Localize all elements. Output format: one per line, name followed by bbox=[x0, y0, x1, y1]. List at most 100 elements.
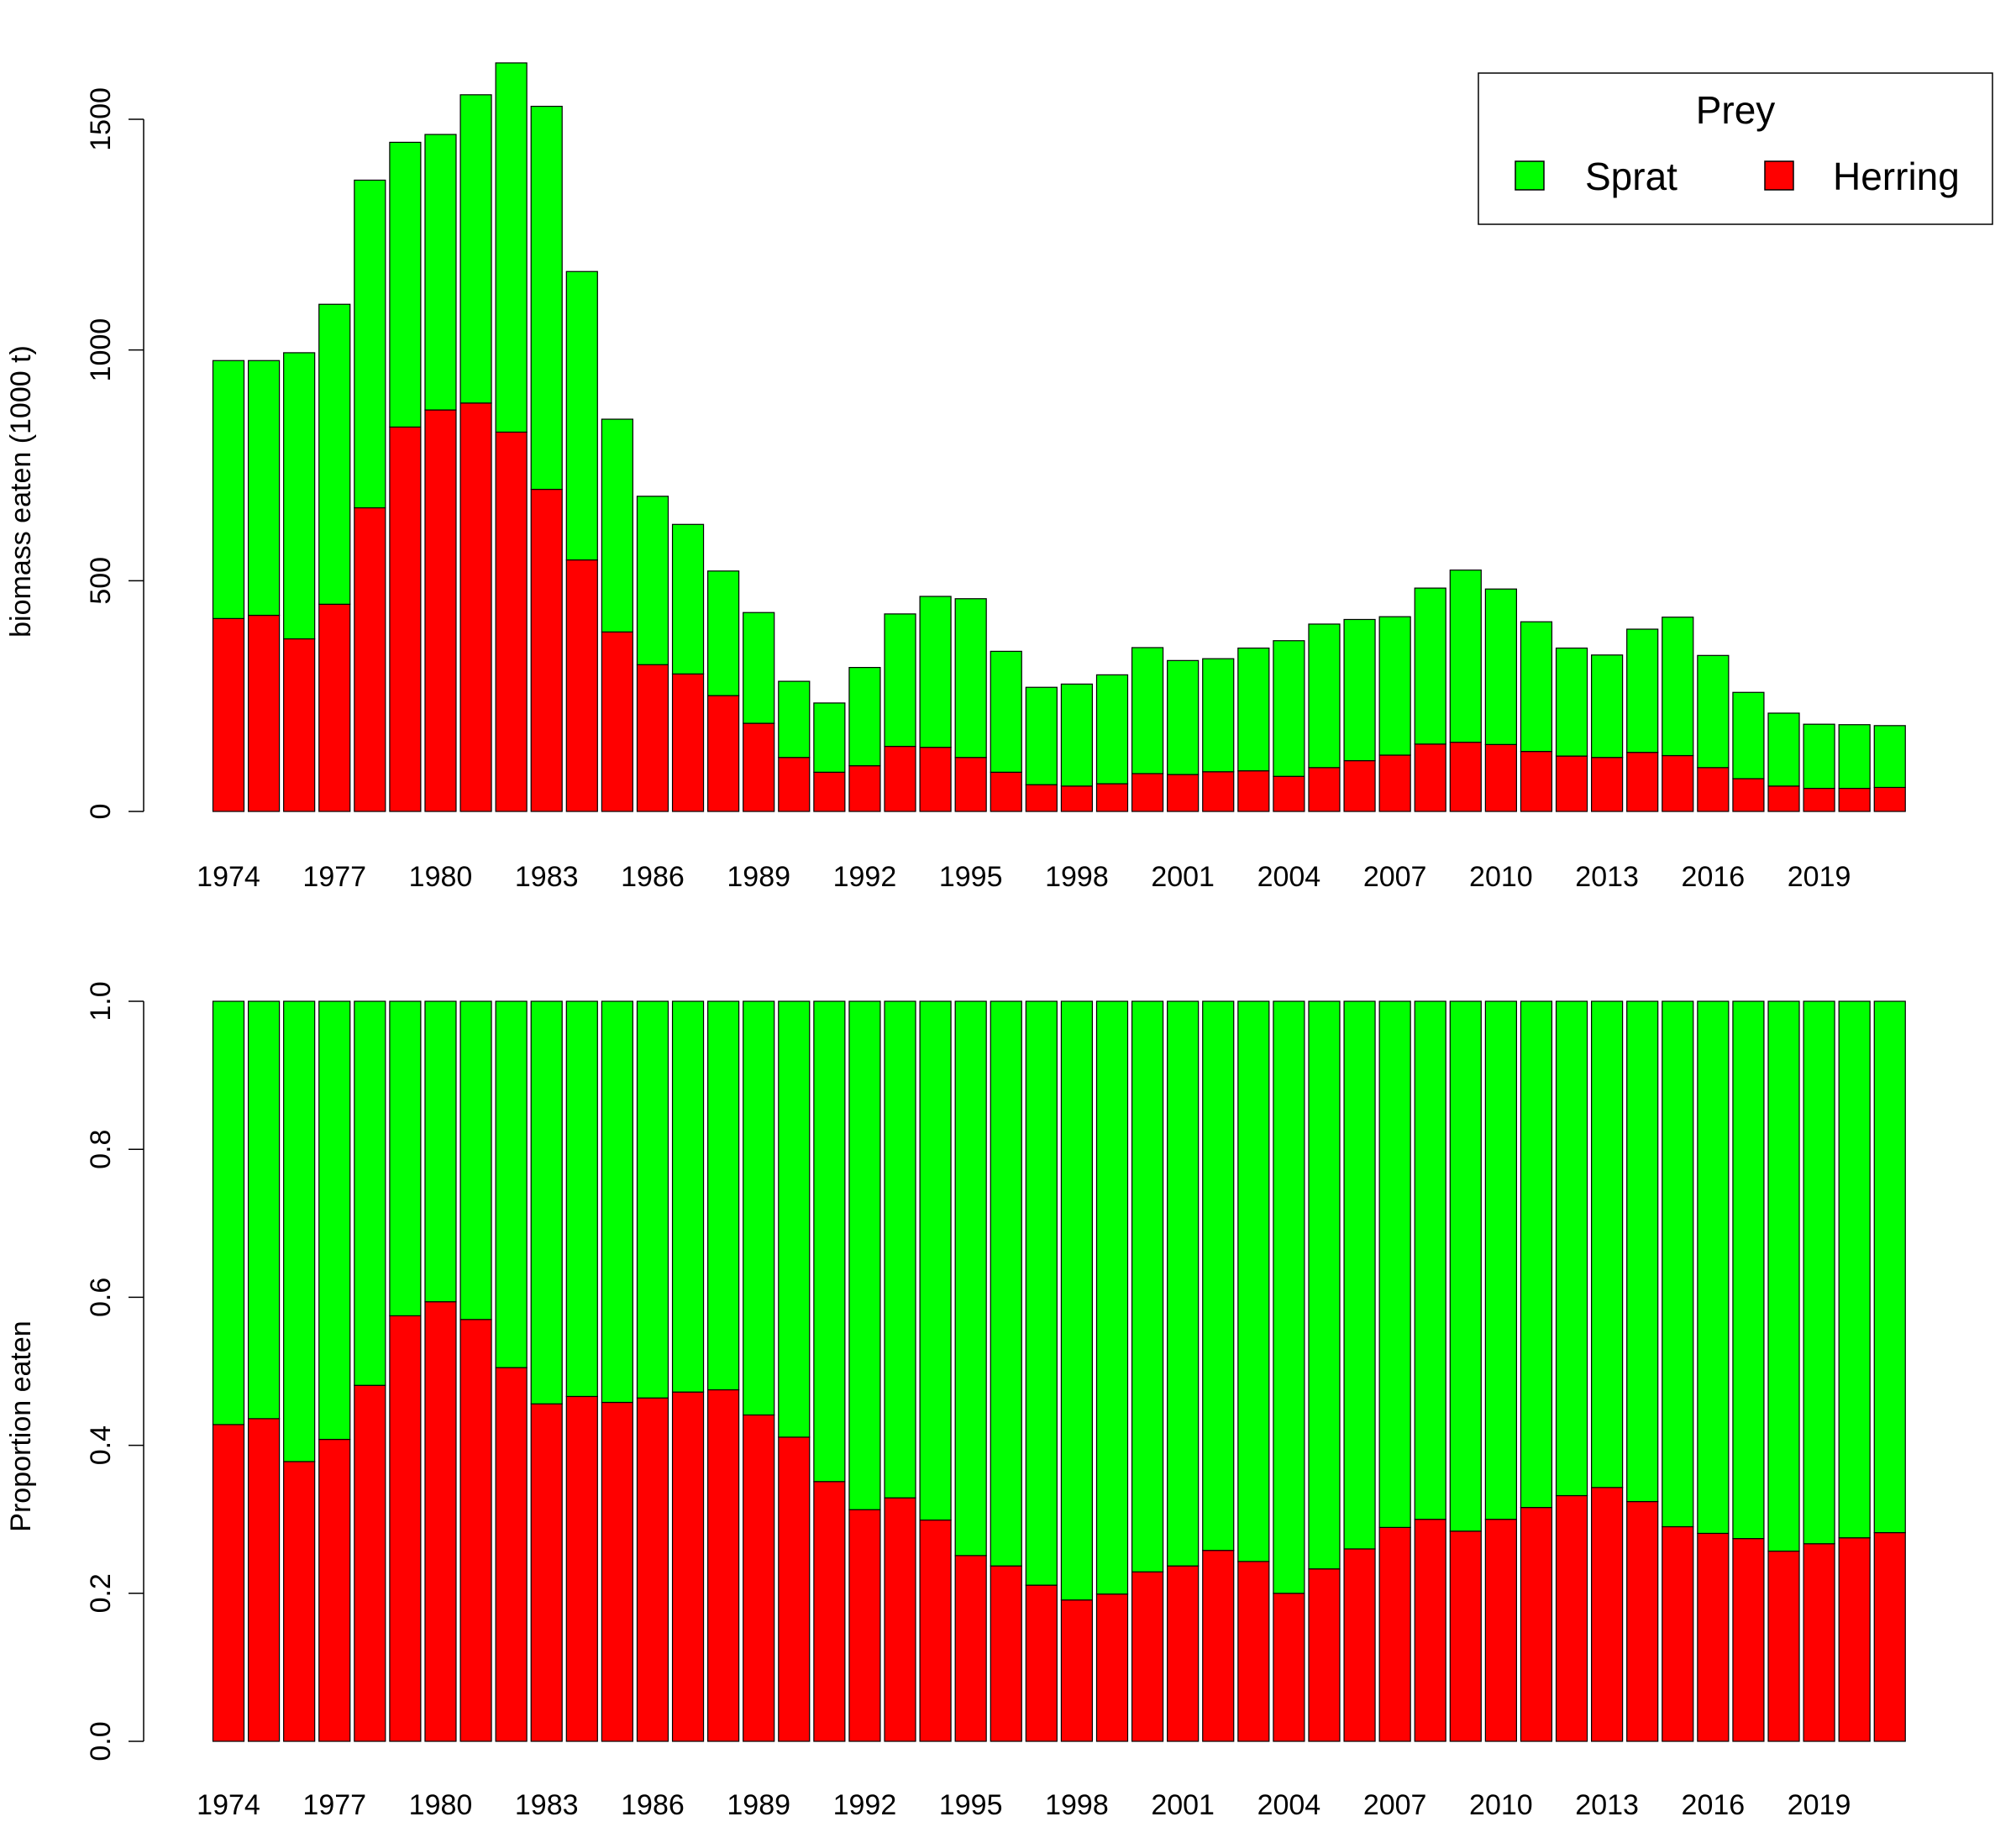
bar-sprat-1979 bbox=[389, 1000, 422, 1317]
bar-herring-1989 bbox=[743, 1414, 775, 1742]
x-tick-label: 1983 bbox=[515, 1789, 579, 1821]
bar-herring-1978 bbox=[354, 1384, 386, 1742]
bar-herring-2015 bbox=[1662, 754, 1694, 812]
bar-herring-1983 bbox=[530, 488, 563, 812]
bar-sprat-2004 bbox=[1273, 1000, 1305, 1594]
bar-herring-2009 bbox=[1449, 1530, 1482, 1742]
x-tick-label: 1989 bbox=[727, 861, 790, 893]
bar-sprat-1998 bbox=[1060, 683, 1094, 787]
bar-herring-1993 bbox=[884, 1497, 916, 1742]
bar-herring-1976 bbox=[283, 1461, 316, 1742]
bar-sprat-1979 bbox=[389, 141, 422, 428]
bar-sprat-1985 bbox=[601, 1000, 633, 1404]
bar-sprat-2019 bbox=[1803, 1000, 1835, 1545]
bar-herring-1990 bbox=[778, 757, 811, 812]
bar-sprat-2020 bbox=[1838, 1000, 1871, 1539]
x-tick-label: 1977 bbox=[302, 861, 366, 893]
bar-herring-1991 bbox=[813, 1481, 846, 1742]
bar-herring-1992 bbox=[848, 765, 881, 812]
x-tick-label: 1980 bbox=[409, 861, 473, 893]
bar-herring-2017 bbox=[1732, 1538, 1765, 1742]
bar-herring-2009 bbox=[1449, 741, 1482, 812]
bar-herring-2014 bbox=[1626, 1500, 1659, 1742]
bar-herring-1977 bbox=[318, 603, 351, 812]
bar-herring-2002 bbox=[1202, 1550, 1235, 1742]
proportion-panel: Proportion eaten 0.0 0.2 0.4 0.6 0.8 1.0 1974 1… bbox=[5, 981, 1906, 1821]
bar-herring-1997 bbox=[1025, 784, 1058, 812]
x-tick-label: 2001 bbox=[1151, 861, 1215, 893]
bar-herring-2006 bbox=[1343, 759, 1376, 812]
bar-sprat-1984 bbox=[565, 270, 598, 561]
x-tick-label: 2004 bbox=[1257, 1789, 1321, 1821]
x-tick-label: 1995 bbox=[939, 1789, 1003, 1821]
bar-sprat-2003 bbox=[1237, 1000, 1270, 1562]
bar-herring-1988 bbox=[707, 695, 740, 812]
x-tick-label: 2004 bbox=[1257, 861, 1321, 893]
bar-sprat-1976 bbox=[283, 1000, 316, 1462]
bar-herring-1981 bbox=[459, 1319, 492, 1742]
bar-sprat-1993 bbox=[884, 1000, 916, 1499]
x-tick-label: 1983 bbox=[515, 861, 579, 893]
x-tick-label: 2016 bbox=[1682, 1789, 1746, 1821]
bar-sprat-2009 bbox=[1449, 1000, 1482, 1532]
bar-herring-2000 bbox=[1131, 1571, 1164, 1742]
bar-sprat-1990 bbox=[778, 680, 811, 759]
bar-herring-2011 bbox=[1520, 750, 1553, 812]
x-tick-label: 1974 bbox=[197, 861, 260, 893]
bar-sprat-2012 bbox=[1555, 1000, 1588, 1497]
bar-sprat-1974 bbox=[212, 1000, 245, 1425]
bar-sprat-2018 bbox=[1767, 712, 1800, 787]
bar-sprat-2015 bbox=[1662, 1000, 1694, 1528]
bar-sprat-1978 bbox=[354, 179, 386, 509]
bar-sprat-1974 bbox=[212, 360, 245, 619]
bar-sprat-1994 bbox=[919, 596, 952, 748]
bar-sprat-1992 bbox=[848, 1000, 881, 1510]
bar-sprat-1980 bbox=[424, 1000, 457, 1303]
bar-sprat-1987 bbox=[671, 523, 705, 675]
bar-sprat-2017 bbox=[1732, 1000, 1765, 1540]
bar-herring-2018 bbox=[1767, 1550, 1800, 1742]
x-tick-label: 2013 bbox=[1575, 1789, 1639, 1821]
bar-herring-2008 bbox=[1414, 743, 1446, 812]
bar-sprat-2018 bbox=[1767, 1000, 1800, 1552]
bar-herring-2017 bbox=[1732, 778, 1765, 812]
y-tick-label: 0.6 bbox=[85, 1278, 117, 1317]
bar-herring-1990 bbox=[778, 1436, 811, 1742]
y-axis-title: Proportion eaten bbox=[5, 1320, 37, 1531]
y-tick-label: 500 bbox=[85, 557, 117, 605]
bar-sprat-2008 bbox=[1414, 587, 1446, 745]
bar-herring-1984 bbox=[565, 1395, 598, 1742]
bar-herring-1984 bbox=[565, 559, 598, 812]
y-axis-title: biomass eaten (1000 t) bbox=[5, 345, 37, 638]
y-tick-label: 0 bbox=[85, 804, 117, 820]
bar-sprat-1997 bbox=[1025, 1000, 1058, 1586]
bar-herring-1993 bbox=[884, 745, 916, 812]
legend-swatch-herring bbox=[1764, 160, 1794, 191]
bar-herring-2014 bbox=[1626, 752, 1659, 812]
x-tick-label: 1995 bbox=[939, 861, 1003, 893]
bar-herring-1991 bbox=[813, 771, 846, 812]
bar-herring-2006 bbox=[1343, 1548, 1376, 1742]
bar-herring-1996 bbox=[990, 771, 1022, 812]
bar-sprat-1976 bbox=[283, 352, 316, 640]
bar-herring-1987 bbox=[671, 673, 705, 812]
bar-sprat-2003 bbox=[1237, 647, 1270, 772]
x-tick-label: 2001 bbox=[1151, 1789, 1215, 1821]
bar-herring-2019 bbox=[1803, 1543, 1835, 1742]
x-tick-label: 1998 bbox=[1045, 1789, 1109, 1821]
bar-sprat-2010 bbox=[1484, 1000, 1517, 1520]
bar-sprat-2017 bbox=[1732, 691, 1765, 780]
bar-sprat-2014 bbox=[1626, 628, 1659, 753]
bar-herring-2002 bbox=[1202, 771, 1235, 812]
bar-sprat-2000 bbox=[1131, 1000, 1164, 1572]
x-tick-label: 1992 bbox=[833, 1789, 897, 1821]
bar-herring-1989 bbox=[743, 722, 775, 812]
bar-herring-1986 bbox=[636, 664, 669, 812]
bar-sprat-1975 bbox=[247, 360, 281, 617]
bar-herring-1999 bbox=[1095, 1593, 1129, 1742]
bar-sprat-2006 bbox=[1343, 618, 1376, 762]
bar-sprat-2015 bbox=[1662, 617, 1694, 757]
bar-sprat-2001 bbox=[1167, 1000, 1200, 1567]
x-tick-label: 2016 bbox=[1682, 861, 1746, 893]
